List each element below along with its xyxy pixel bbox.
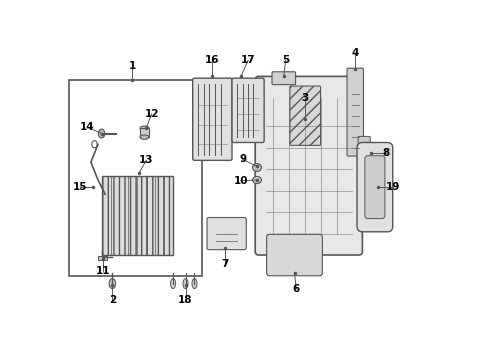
Text: 14: 14	[80, 122, 95, 132]
FancyBboxPatch shape	[206, 217, 246, 249]
Bar	[102, 176, 173, 255]
Text: 10: 10	[233, 176, 248, 186]
FancyBboxPatch shape	[231, 78, 264, 143]
Bar	[69, 80, 201, 276]
Text: 17: 17	[240, 55, 255, 65]
Ellipse shape	[183, 279, 188, 289]
Text: 11: 11	[96, 266, 110, 276]
Text: 4: 4	[351, 48, 358, 58]
Text: 3: 3	[301, 93, 308, 103]
FancyBboxPatch shape	[266, 234, 322, 276]
Text: 18: 18	[178, 295, 192, 305]
Ellipse shape	[252, 163, 261, 171]
FancyBboxPatch shape	[271, 72, 295, 85]
Text: 2: 2	[108, 295, 116, 305]
Text: 16: 16	[204, 55, 219, 65]
FancyBboxPatch shape	[356, 143, 392, 232]
Text: 9: 9	[239, 154, 246, 164]
Text: 6: 6	[292, 284, 299, 294]
Text: 15: 15	[73, 182, 87, 192]
FancyBboxPatch shape	[357, 136, 369, 163]
Text: 19: 19	[385, 182, 399, 192]
FancyBboxPatch shape	[255, 76, 362, 255]
Bar	[140, 128, 149, 137]
Ellipse shape	[109, 279, 115, 289]
Ellipse shape	[140, 126, 149, 130]
Text: 13: 13	[139, 156, 153, 165]
FancyBboxPatch shape	[192, 78, 231, 160]
Bar	[98, 256, 107, 260]
Ellipse shape	[98, 129, 104, 138]
Text: 7: 7	[221, 259, 228, 269]
FancyBboxPatch shape	[346, 68, 363, 156]
Ellipse shape	[252, 176, 261, 184]
Ellipse shape	[170, 279, 175, 289]
Text: 8: 8	[381, 148, 388, 158]
Ellipse shape	[140, 135, 149, 139]
FancyBboxPatch shape	[364, 156, 384, 219]
Ellipse shape	[192, 279, 197, 289]
Text: 5: 5	[282, 55, 288, 65]
Text: 1: 1	[128, 61, 135, 71]
Text: 12: 12	[144, 109, 159, 119]
FancyBboxPatch shape	[289, 86, 320, 145]
